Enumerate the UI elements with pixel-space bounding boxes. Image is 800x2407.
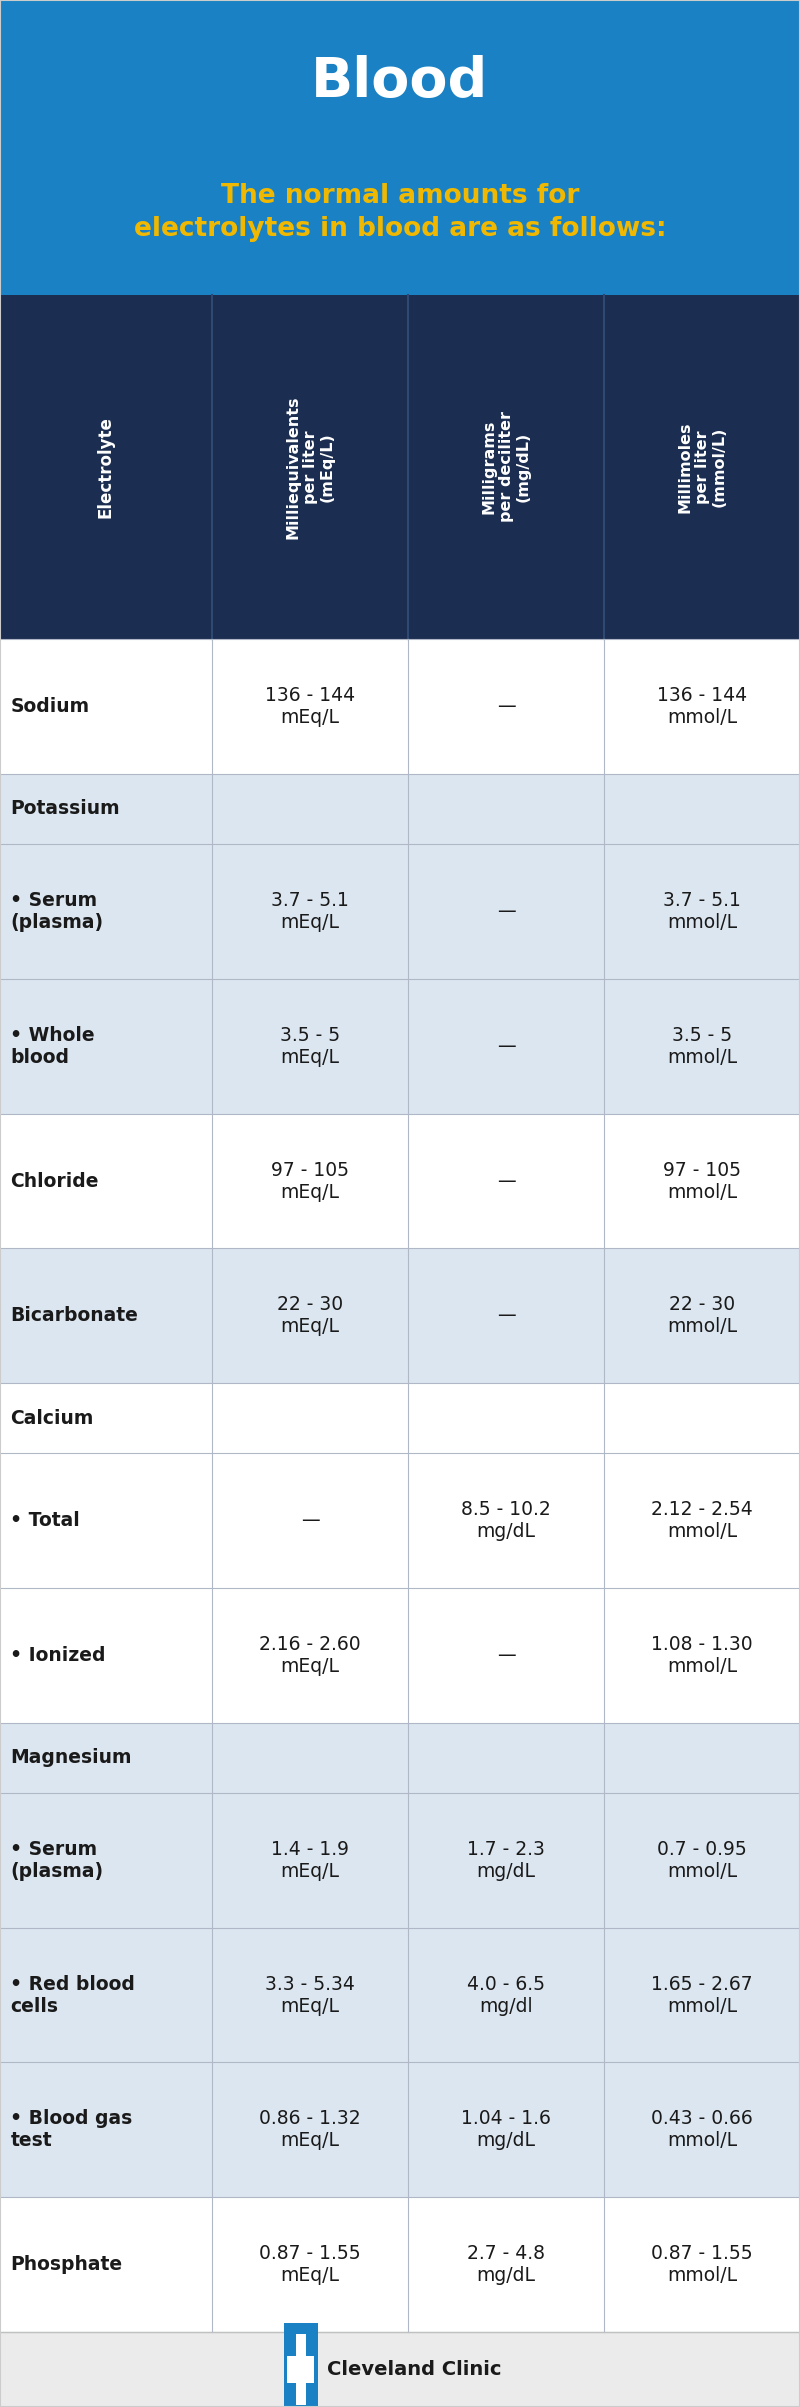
Bar (0, 1454, 800, 1589)
Text: • Serum
(plasma): • Serum (plasma) (10, 891, 103, 932)
Text: • Whole
blood: • Whole blood (10, 1025, 95, 1066)
Text: 0.7 - 0.95
mmol/L: 0.7 - 0.95 mmol/L (657, 1839, 747, 1880)
Text: —: — (497, 1037, 515, 1057)
Bar (0, 980, 800, 1114)
Text: Milliequivalents
per liter
(mEq/L): Milliequivalents per liter (mEq/L) (285, 395, 335, 539)
Bar (0, 0, 800, 294)
Text: 3.7 - 5.1
mmol/L: 3.7 - 5.1 mmol/L (663, 891, 741, 932)
Text: 3.3 - 5.34
mEq/L: 3.3 - 5.34 mEq/L (265, 1974, 355, 2015)
Text: Milligrams
per deciliter
(mg/dL): Milligrams per deciliter (mg/dL) (481, 412, 531, 522)
Bar (0, 294, 800, 640)
Text: 1.04 - 1.6
mg/dL: 1.04 - 1.6 mg/dL (461, 2109, 551, 2149)
Bar (0, 1249, 800, 1384)
Text: 22 - 30
mmol/L: 22 - 30 mmol/L (667, 1295, 737, 1336)
Text: 0.87 - 1.55
mEq/L: 0.87 - 1.55 mEq/L (259, 2243, 361, 2284)
Bar (0, 2198, 800, 2332)
Text: 3.7 - 5.1
mEq/L: 3.7 - 5.1 mEq/L (271, 891, 349, 932)
Text: 2.7 - 4.8
mg/dL: 2.7 - 4.8 mg/dL (467, 2243, 545, 2284)
Text: Bicarbonate: Bicarbonate (10, 1307, 138, 1326)
Text: • Serum
(plasma): • Serum (plasma) (10, 1839, 103, 1880)
Text: • Red blood
cells: • Red blood cells (10, 1974, 135, 2015)
Bar (0, 1723, 800, 1793)
Text: 4.0 - 6.5
mg/dl: 4.0 - 6.5 mg/dl (467, 1974, 545, 2015)
Text: 1.7 - 2.3
mg/dL: 1.7 - 2.3 mg/dL (467, 1839, 545, 1880)
Text: 1.4 - 1.9
mEq/L: 1.4 - 1.9 mEq/L (271, 1839, 349, 1880)
Text: Phosphate: Phosphate (10, 2255, 122, 2275)
Text: 3.5 - 5
mEq/L: 3.5 - 5 mEq/L (280, 1025, 340, 1066)
Text: 97 - 105
mmol/L: 97 - 105 mmol/L (663, 1160, 741, 1201)
Text: 22 - 30
mEq/L: 22 - 30 mEq/L (277, 1295, 343, 1336)
Text: 3.5 - 5
mmol/L: 3.5 - 5 mmol/L (667, 1025, 737, 1066)
Bar (0, 1114, 800, 1249)
Text: • Blood gas
test: • Blood gas test (10, 2109, 133, 2149)
Bar (287, 2356, 314, 2383)
Text: Calcium: Calcium (10, 1408, 94, 1427)
Text: Magnesium: Magnesium (10, 1747, 132, 1767)
Text: —: — (497, 1307, 515, 1326)
Bar (0, 1928, 800, 2063)
Text: 8.5 - 10.2
mg/dL: 8.5 - 10.2 mg/dL (461, 1500, 551, 1540)
Text: Blood: Blood (311, 55, 489, 108)
Text: Potassium: Potassium (10, 799, 120, 818)
Bar (0, 775, 800, 845)
Text: —: — (497, 698, 515, 717)
Bar (0, 640, 800, 775)
Bar (0, 1589, 800, 1723)
Bar (0, 1384, 800, 1454)
Bar (0, 2332, 800, 2407)
Text: —: — (497, 1646, 515, 1666)
Text: • Ionized: • Ionized (10, 1646, 106, 1666)
Text: 2.16 - 2.60
mEq/L: 2.16 - 2.60 mEq/L (259, 1634, 361, 1675)
Bar (0, 845, 800, 980)
Text: 0.86 - 1.32
mEq/L: 0.86 - 1.32 mEq/L (259, 2109, 361, 2149)
Text: 1.08 - 1.30
mmol/L: 1.08 - 1.30 mmol/L (651, 1634, 753, 1675)
Text: 1.65 - 2.67
mmol/L: 1.65 - 2.67 mmol/L (651, 1974, 753, 2015)
Text: —: — (497, 1172, 515, 1191)
Bar (296, 2335, 306, 2405)
Text: —: — (497, 903, 515, 922)
Text: 97 - 105
mEq/L: 97 - 105 mEq/L (271, 1160, 349, 1201)
Bar (284, 2323, 318, 2407)
Text: —: — (301, 1512, 319, 1531)
Text: 2.12 - 2.54
mmol/L: 2.12 - 2.54 mmol/L (651, 1500, 753, 1540)
Text: 0.87 - 1.55
mmol/L: 0.87 - 1.55 mmol/L (651, 2243, 753, 2284)
Bar (0, 2063, 800, 2198)
Text: Electrolyte: Electrolyte (97, 416, 115, 518)
Text: Sodium: Sodium (10, 698, 90, 717)
Text: The normal amounts for
electrolytes in blood are as follows:: The normal amounts for electrolytes in b… (134, 183, 666, 241)
Text: Millimoles
per liter
(mmol/L): Millimoles per liter (mmol/L) (677, 421, 727, 513)
Text: • Total: • Total (10, 1512, 80, 1531)
Text: 136 - 144
mmol/L: 136 - 144 mmol/L (657, 686, 747, 727)
Text: Chloride: Chloride (10, 1172, 99, 1191)
Text: 0.43 - 0.66
mmol/L: 0.43 - 0.66 mmol/L (651, 2109, 753, 2149)
Bar (0, 1793, 800, 1928)
Text: 136 - 144
mEq/L: 136 - 144 mEq/L (265, 686, 355, 727)
Text: Cleveland Clinic: Cleveland Clinic (327, 2359, 502, 2378)
